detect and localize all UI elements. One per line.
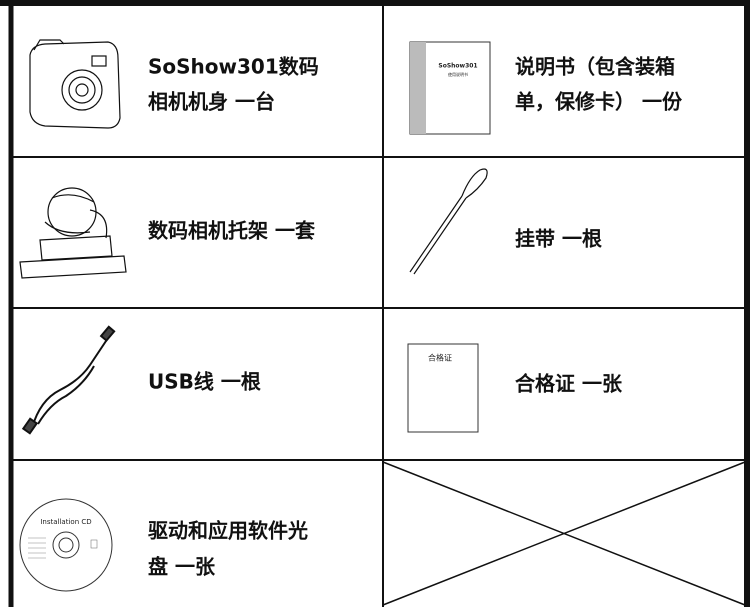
usb-icon bbox=[21, 325, 116, 435]
item-label: 数码相机托架 一套 bbox=[148, 219, 315, 243]
item-label: SoShow301数码 bbox=[148, 55, 319, 79]
item-label: 驱动和应用软件光 bbox=[148, 519, 308, 543]
item-label: 单，保修卡） 一份 bbox=[515, 90, 683, 114]
item-label: 合格证 一张 bbox=[515, 372, 623, 396]
manual-subtitle: 使用说明书 bbox=[448, 71, 468, 77]
item-label: 相机机身 一台 bbox=[148, 90, 275, 114]
strap-icon bbox=[409, 168, 488, 275]
item-label: 说明书（包含装箱 bbox=[515, 55, 675, 79]
cd-title: Installation CD bbox=[40, 518, 91, 526]
manual-title: SoShow301 bbox=[438, 63, 477, 70]
cd-icon: Installation CD bbox=[19, 498, 113, 592]
manual-icon: SoShow301 使用说明书 bbox=[409, 41, 491, 135]
item-label: 盘 一张 bbox=[148, 555, 216, 579]
item-label: USB线 一根 bbox=[148, 370, 261, 394]
camera-icon bbox=[29, 39, 121, 129]
certificate-icon: 合格证 bbox=[407, 343, 479, 433]
item-label: 挂带 一根 bbox=[515, 227, 602, 251]
stand-icon bbox=[19, 187, 127, 279]
certificate-text: 合格证 bbox=[428, 353, 452, 363]
